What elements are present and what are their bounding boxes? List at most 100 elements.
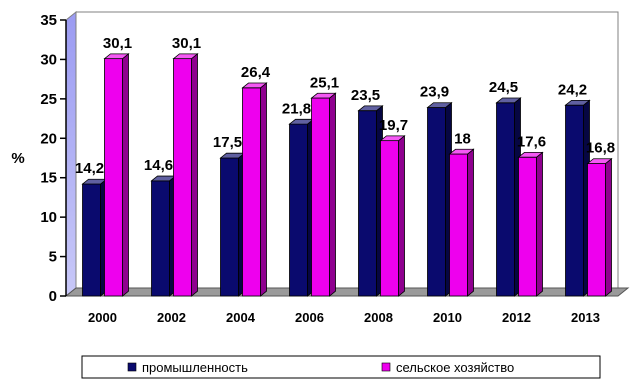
bar-agriculture-2000 xyxy=(103,53,130,297)
x-tick-label: 2008 xyxy=(364,310,393,325)
y-tick-label: 35 xyxy=(40,12,57,29)
x-tick-label: 2000 xyxy=(88,310,117,325)
bar-front xyxy=(289,123,308,297)
x-tick-label: 2006 xyxy=(295,310,324,325)
legend-label: сельское хозяйство xyxy=(396,360,514,375)
legend: промышленность сельское хозяйство xyxy=(81,355,601,379)
bar-top xyxy=(379,135,406,142)
bars xyxy=(81,53,613,297)
y-tick-label: 20 xyxy=(40,130,57,147)
y-axis-title: % xyxy=(11,150,24,167)
data-label: 26,4 xyxy=(241,64,271,81)
bar-top xyxy=(495,97,522,104)
bar-agriculture-2010 xyxy=(448,148,475,297)
x-tick-label: 2010 xyxy=(433,310,462,325)
bar-front xyxy=(565,104,584,297)
bar-front xyxy=(496,102,515,297)
y-tick-label: 15 xyxy=(40,170,57,187)
data-label: 19,7 xyxy=(379,117,408,134)
data-label: 21,8 xyxy=(282,100,311,117)
y-axis: 0 5 10 15 20 25 30 35% xyxy=(11,12,67,305)
bar-front xyxy=(104,58,123,297)
bar-industry-2010 xyxy=(426,101,453,297)
bar-agriculture-2013 xyxy=(586,157,613,297)
bar-industry-2004 xyxy=(219,152,246,297)
legend-label: промышленность xyxy=(142,360,248,375)
bar-agriculture-2012 xyxy=(517,151,544,297)
bar-side xyxy=(398,135,405,297)
bar-side xyxy=(605,157,612,297)
bar-front xyxy=(449,153,468,297)
bar-side xyxy=(329,92,336,297)
y-tick-label: 10 xyxy=(40,209,57,226)
bar-front xyxy=(427,107,446,297)
data-label: 24,2 xyxy=(558,81,587,98)
bar-side xyxy=(260,82,267,297)
bar-agriculture-2006 xyxy=(310,92,337,297)
bar-top xyxy=(172,53,199,60)
bar-industry-2008 xyxy=(357,105,384,297)
data-labels: 14,2 30,1 14,6 30,1 17,5 26,4 21,8 25,1 23,5 19,7… xyxy=(75,35,615,177)
data-label: 14,2 xyxy=(75,160,104,177)
bar-top xyxy=(357,105,384,112)
bar-front xyxy=(358,110,377,297)
bar-front xyxy=(518,156,537,297)
y-tick-label: 5 xyxy=(49,249,57,266)
legend-item-industry: промышленность xyxy=(127,360,248,375)
y-tick-label: 25 xyxy=(40,91,57,108)
bar-agriculture-2002 xyxy=(172,53,199,297)
bar-side xyxy=(536,151,543,297)
bar-front xyxy=(82,183,101,297)
x-axis: 2000 2002 2004 2006 2008 2010 2012 2013 xyxy=(88,310,600,325)
data-label: 23,9 xyxy=(420,84,449,101)
bar-front xyxy=(242,87,261,297)
legend-box xyxy=(81,355,601,379)
bar-side xyxy=(467,148,474,297)
y-tick-label: 30 xyxy=(40,51,57,68)
bar-industry-2002 xyxy=(150,175,177,297)
y-tick-label: 0 xyxy=(49,288,57,305)
bar-front xyxy=(311,97,330,297)
bar-top xyxy=(517,152,544,158)
bar-top xyxy=(241,82,268,89)
bar-industry-2012 xyxy=(495,97,522,297)
bar-top xyxy=(103,53,130,60)
bar-front xyxy=(380,140,399,297)
data-label: 25,1 xyxy=(310,74,339,91)
legend-swatch xyxy=(381,362,391,372)
bar-agriculture-2008 xyxy=(379,135,406,297)
bar-front xyxy=(587,163,606,297)
x-tick-label: 2013 xyxy=(571,310,600,325)
data-label: 16,8 xyxy=(586,140,615,157)
bar-top xyxy=(564,99,591,106)
bar-side xyxy=(122,53,129,297)
bar-front xyxy=(151,180,170,297)
side-wall xyxy=(65,10,77,298)
legend-item-agriculture: сельское хозяйство xyxy=(381,360,514,375)
floor xyxy=(64,287,630,297)
bar-side xyxy=(191,53,198,297)
data-label: 24,5 xyxy=(489,79,518,96)
bar-top xyxy=(426,102,453,108)
data-label: 17,6 xyxy=(517,133,546,150)
bar-front xyxy=(220,157,239,297)
x-tick-label: 2002 xyxy=(157,310,186,325)
bar-front xyxy=(173,58,192,297)
bar-industry-2013 xyxy=(564,99,591,297)
chart-walls xyxy=(64,10,630,298)
bar-industry-2000 xyxy=(81,178,108,297)
data-label: 23,5 xyxy=(351,87,380,104)
bar-top xyxy=(448,148,475,155)
data-label: 30,1 xyxy=(103,35,132,52)
x-tick-label: 2012 xyxy=(502,310,531,325)
bar-agriculture-2004 xyxy=(241,82,268,297)
data-label: 17,5 xyxy=(213,134,242,151)
bar-industry-2006 xyxy=(288,118,315,297)
x-tick-label: 2004 xyxy=(226,310,256,325)
legend-swatch xyxy=(127,362,137,372)
bar-top xyxy=(310,92,337,99)
data-label: 14,6 xyxy=(144,157,173,174)
data-label: 18 xyxy=(454,130,471,147)
